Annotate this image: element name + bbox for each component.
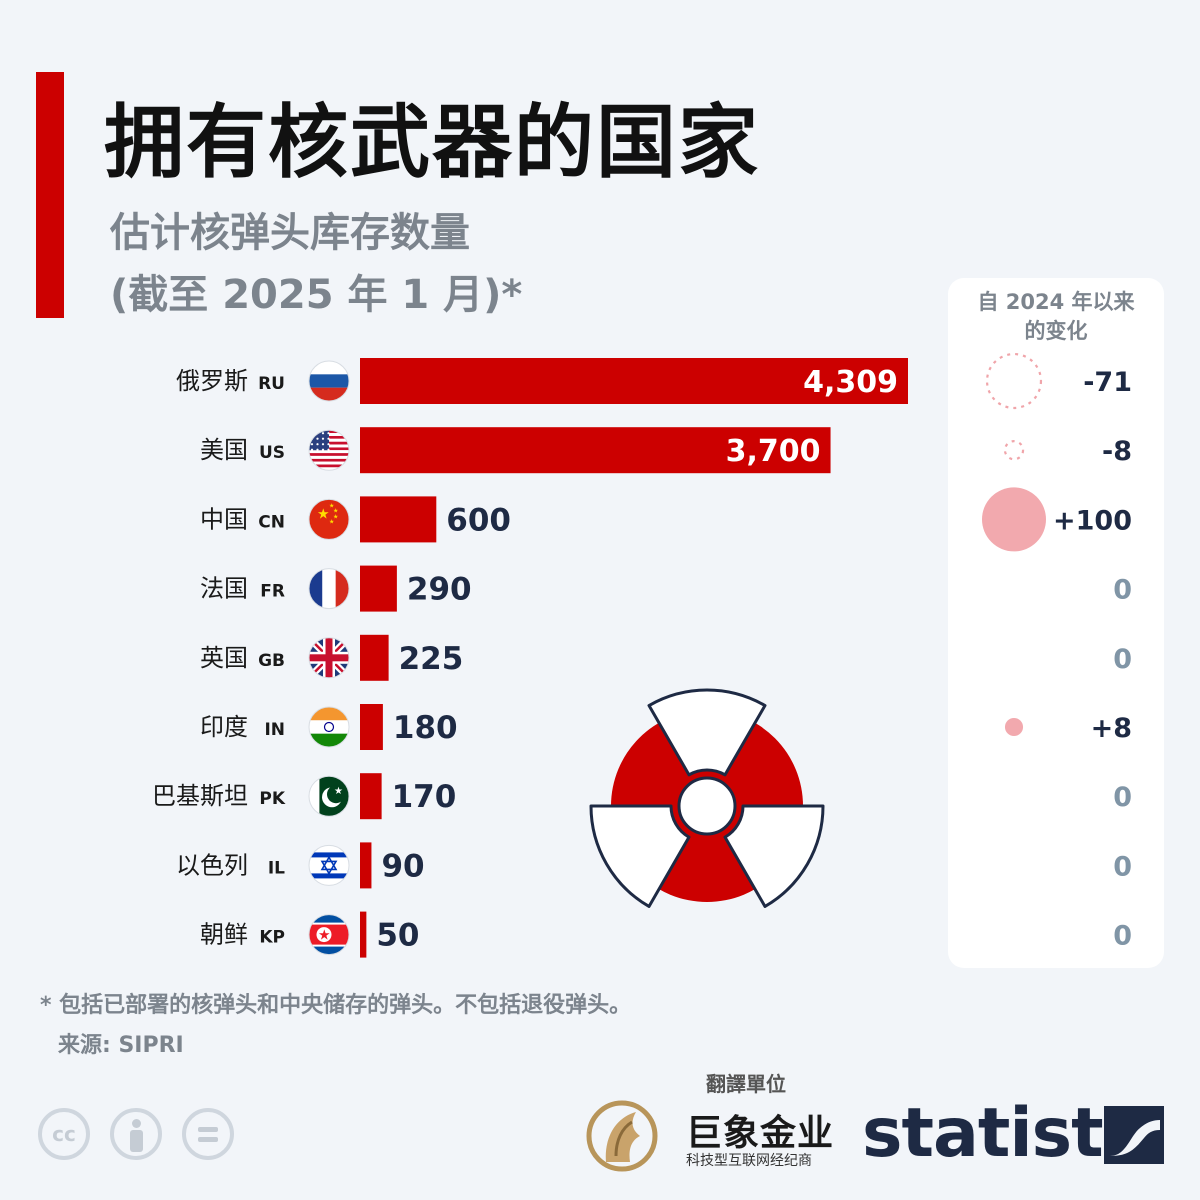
pakistan-flag-icon: ★ bbox=[308, 775, 350, 817]
category-label: 朝鲜 bbox=[200, 921, 248, 949]
value-label: 290 bbox=[407, 572, 472, 608]
israel-flag-icon bbox=[308, 844, 350, 886]
country-code-label: IN bbox=[264, 720, 285, 740]
radiation-symbol-icon bbox=[589, 688, 825, 908]
bar-row-in: 印度 IN 180 +8 bbox=[200, 704, 1132, 750]
category-label: 中国 bbox=[200, 505, 248, 533]
change-label: 0 bbox=[1113, 782, 1132, 813]
country-code-label: FR bbox=[260, 582, 285, 602]
bar-row-fr: 法国 FR 290 0 bbox=[200, 565, 1132, 612]
bar-row-cn: 中国 CN ★★★★★ 600 +100 bbox=[200, 487, 1132, 552]
value-label: 170 bbox=[392, 779, 457, 815]
chart-title: 拥有核武器的国家 bbox=[104, 96, 760, 189]
category-label: 法国 bbox=[200, 575, 248, 603]
country-code-label: IL bbox=[268, 858, 285, 878]
bar-row-gb: 英国 GB 225 0 bbox=[200, 634, 1132, 681]
uk-flag-icon bbox=[308, 637, 350, 679]
value-label: 180 bbox=[393, 710, 458, 746]
category-label: 巴基斯坦 bbox=[152, 782, 248, 810]
bar-row-il: 以色列 IL 90 0 bbox=[176, 842, 1132, 889]
bar-row-us: 美国 US 3,700 -8 bbox=[200, 427, 1132, 474]
change-label: -71 bbox=[1083, 367, 1132, 398]
change-label: 0 bbox=[1113, 644, 1132, 675]
value-label: 90 bbox=[381, 848, 424, 884]
usa-flag-icon bbox=[308, 429, 350, 471]
increase-bubble bbox=[982, 487, 1046, 552]
value-label: 50 bbox=[376, 918, 419, 954]
statista-logo-icon[interactable] bbox=[1104, 1106, 1164, 1164]
china-flag-icon: ★★★★★ bbox=[308, 498, 350, 540]
attribution-icon[interactable] bbox=[110, 1108, 162, 1160]
change-label: +8 bbox=[1091, 713, 1132, 744]
chart-subtitle-date: (截至 2025 年 1 月)* bbox=[110, 272, 523, 318]
decrease-bubble bbox=[1003, 440, 1025, 461]
svg-text:★: ★ bbox=[329, 518, 334, 525]
svg-text:★: ★ bbox=[333, 507, 338, 514]
change-label: +100 bbox=[1053, 505, 1132, 536]
france-flag-icon bbox=[308, 568, 350, 610]
bar-row-pk: 巴基斯坦 PK ★ 170 0 bbox=[152, 773, 1132, 820]
bar bbox=[360, 358, 908, 404]
source: 来源: SIPRI bbox=[58, 1033, 184, 1058]
cc-icon[interactable]: cc bbox=[38, 1108, 90, 1160]
translator-name: 巨象金业 bbox=[686, 1113, 835, 1154]
svg-text:★: ★ bbox=[334, 786, 343, 797]
translator-logo bbox=[586, 1100, 658, 1172]
footnote: * 包括已部署的核弹头和中央储存的弹头。不包括退役弹头。 bbox=[40, 993, 632, 1018]
country-code-label: PK bbox=[259, 789, 285, 809]
country-code-label: US bbox=[259, 443, 285, 463]
country-code-label: KP bbox=[259, 928, 285, 948]
bar bbox=[360, 842, 372, 889]
change-panel-header: 自 2024 年以来 的变化 bbox=[948, 288, 1164, 346]
north-korea-flag-icon: ★ bbox=[308, 914, 350, 956]
value-label: 3,700 bbox=[726, 434, 821, 469]
no-derivatives-icon[interactable] bbox=[182, 1108, 234, 1160]
bar bbox=[360, 704, 383, 750]
increase-bubble bbox=[1004, 717, 1024, 737]
russia-flag-icon bbox=[308, 360, 350, 402]
country-code-label: CN bbox=[258, 512, 285, 532]
category-label: 以色列 bbox=[176, 851, 248, 879]
svg-text:★: ★ bbox=[333, 513, 338, 520]
value-label: 225 bbox=[399, 641, 464, 677]
country-code-label: RU bbox=[258, 374, 285, 394]
category-label: 俄罗斯 bbox=[176, 367, 248, 395]
svg-text:★: ★ bbox=[318, 928, 331, 944]
value-label: 4,309 bbox=[803, 365, 898, 400]
statista-logo-text[interactable]: statista bbox=[862, 1094, 1149, 1173]
svg-text:★: ★ bbox=[329, 502, 334, 509]
change-label: -8 bbox=[1102, 436, 1132, 467]
bar bbox=[360, 634, 389, 681]
bar-row-ru: 俄罗斯 RU 4,309 -71 bbox=[176, 352, 1132, 410]
change-label: 0 bbox=[1113, 851, 1132, 882]
translator-tagline: 科技型互联网经纪商 bbox=[686, 1153, 812, 1169]
value-label: 600 bbox=[446, 502, 511, 538]
bar bbox=[360, 496, 437, 543]
title-accent-bar bbox=[36, 72, 64, 318]
decrease-bubble bbox=[985, 352, 1043, 410]
change-header-line1: 自 2024 年以来 bbox=[977, 290, 1135, 314]
change-label: 0 bbox=[1113, 921, 1132, 952]
change-label: 0 bbox=[1113, 575, 1132, 606]
svg-text:★: ★ bbox=[317, 506, 330, 522]
translator-label: 翻譯單位 bbox=[706, 1072, 786, 1096]
bar-row-kp: 朝鲜 KP ★ 50 0 bbox=[200, 911, 1132, 958]
bar bbox=[360, 911, 367, 958]
country-code-label: GB bbox=[258, 651, 285, 671]
bar bbox=[360, 565, 397, 612]
change-panel: 自 2024 年以来 的变化 bbox=[948, 278, 1164, 968]
chart-subtitle: 估计核弹头库存数量 bbox=[110, 210, 470, 256]
category-label: 英国 bbox=[200, 644, 248, 672]
category-label: 印度 bbox=[200, 713, 248, 741]
change-header-line2: 的变化 bbox=[1024, 319, 1088, 343]
bar bbox=[360, 773, 382, 820]
category-label: 美国 bbox=[200, 436, 248, 464]
india-flag-icon bbox=[308, 706, 350, 748]
bar bbox=[360, 427, 831, 474]
